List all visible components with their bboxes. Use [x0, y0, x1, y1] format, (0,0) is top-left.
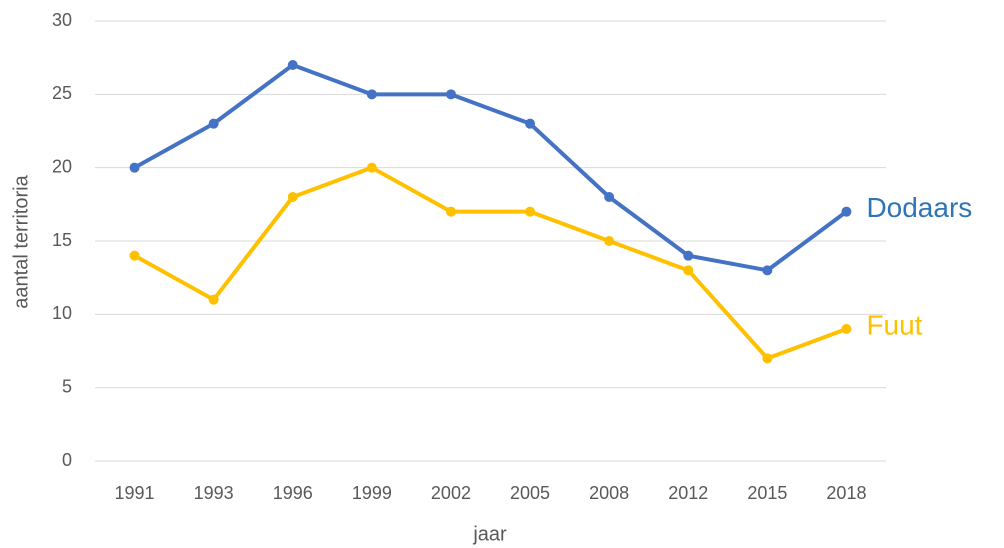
y-axis-title: aantal territoria — [10, 174, 32, 308]
y-tick-label: 5 — [62, 376, 72, 396]
x-axis-title: jaar — [472, 523, 507, 545]
point — [287, 60, 298, 70]
x-tick-label: 2018 — [826, 483, 866, 503]
series-line — [132, 63, 849, 273]
series-label: Fuut — [866, 309, 922, 340]
series-label: Dodaars — [866, 192, 972, 223]
point — [604, 192, 615, 202]
y-tick-label: 30 — [52, 10, 72, 30]
point — [841, 324, 852, 334]
point — [762, 265, 773, 276]
point — [525, 206, 536, 217]
point — [208, 294, 219, 305]
y-tick-label: 25 — [52, 83, 72, 103]
point — [604, 236, 615, 246]
y-tick-label: 20 — [52, 156, 72, 176]
point — [366, 89, 377, 100]
x-tick-label: 2015 — [747, 483, 787, 503]
x-tick-label: 2005 — [510, 483, 550, 503]
point — [208, 118, 219, 129]
y-tick-label: 15 — [52, 230, 72, 250]
point — [366, 162, 377, 173]
y-tick-label: 10 — [52, 303, 72, 323]
x-tick-label: 1996 — [273, 483, 313, 503]
point — [841, 206, 852, 217]
x-tick-label: 1991 — [115, 483, 155, 503]
point — [129, 250, 140, 261]
point — [445, 206, 456, 217]
x-tick-label: 2008 — [589, 483, 629, 503]
x-tick-label: 2012 — [668, 483, 708, 503]
point — [683, 250, 694, 261]
x-tick-label: 1993 — [194, 483, 234, 503]
point — [129, 162, 140, 173]
x-tick-label: 1999 — [352, 483, 392, 503]
x-tick-label: 2002 — [431, 483, 471, 503]
point — [525, 118, 536, 129]
y-tick-label: 0 — [62, 450, 72, 470]
series-line — [132, 165, 849, 361]
point — [762, 353, 773, 364]
point — [683, 265, 694, 276]
point — [445, 89, 456, 100]
point — [287, 192, 298, 202]
